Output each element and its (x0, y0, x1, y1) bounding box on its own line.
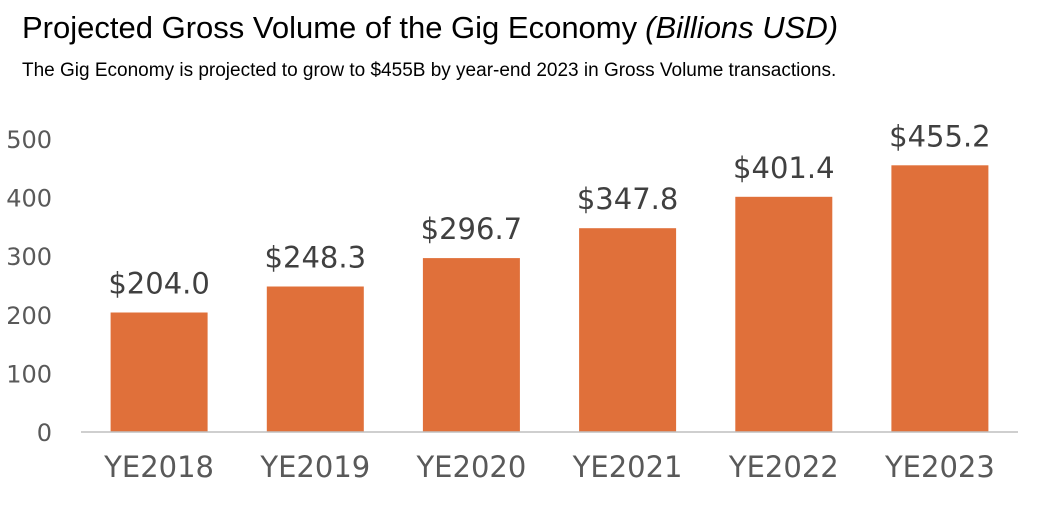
bar (110, 312, 208, 432)
x-tick-label: YE2018 (103, 450, 214, 484)
x-tick-label: YE2020 (415, 450, 526, 484)
y-tick-label: 300 (6, 243, 52, 271)
x-tick-label: YE2019 (259, 450, 370, 484)
chart-subtitle: The Gig Economy is projected to grow to … (22, 60, 837, 81)
data-label: $296.7 (421, 212, 522, 246)
y-tick-label: 0 (37, 419, 52, 447)
data-label: $347.8 (577, 182, 678, 216)
y-tick-label: 500 (6, 126, 52, 154)
bar (735, 196, 833, 432)
bar (266, 286, 364, 432)
data-label: $455.2 (889, 119, 990, 153)
bar (422, 258, 520, 432)
y-tick-label: 100 (6, 360, 52, 388)
x-tick-label: YE2021 (572, 450, 683, 484)
chart-title: Projected Gross Volume of the Gig Econom… (22, 8, 838, 48)
chart-title-unit: (Billions USD) (645, 10, 839, 45)
y-tick-label: 400 (6, 185, 52, 213)
y-tick-label: 200 (6, 302, 52, 330)
bar (579, 228, 677, 432)
x-tick-label: YE2023 (884, 450, 995, 484)
data-label: $401.4 (733, 151, 834, 185)
bar (891, 165, 989, 433)
chart-title-text: Projected Gross Volume of the Gig Econom… (22, 10, 638, 45)
x-tick-label: YE2022 (728, 450, 839, 484)
data-label: $248.3 (265, 241, 366, 275)
data-label: $204.0 (108, 267, 209, 301)
